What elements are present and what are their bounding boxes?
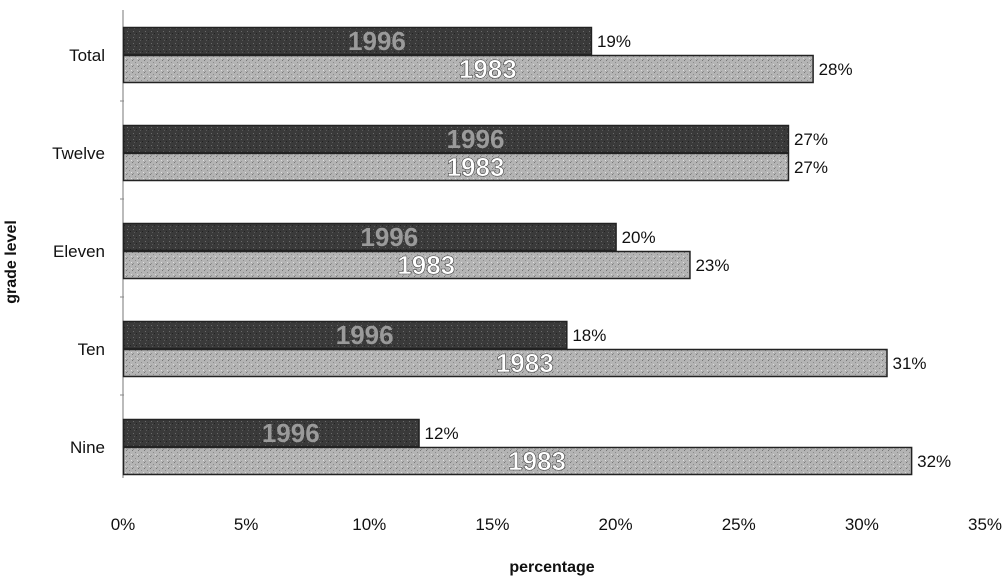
category-label-eleven: Eleven (53, 242, 105, 261)
bar-series-label: 1983 (397, 250, 455, 280)
x-axis-title: percentage (509, 559, 594, 576)
data-label: 20% (622, 228, 656, 247)
data-label: 18% (572, 326, 606, 345)
data-label: 28% (819, 60, 853, 79)
category-label-nine: Nine (70, 438, 105, 457)
bar-series-label: 1983 (508, 446, 566, 476)
bar-1983-ten (122, 348, 888, 378)
bar-1996-nine (122, 418, 420, 448)
category-label-total: Total (69, 46, 105, 65)
x-tick-label: 25% (722, 515, 756, 534)
x-tick-label: 10% (352, 515, 386, 534)
bar-series-label: 1996 (447, 124, 505, 154)
data-label: 32% (917, 452, 951, 471)
x-tick-label: 35% (968, 515, 1002, 534)
bars: 1996 19% 1983 28% 1996 27% 1983 27% 1996 20% 1983 2… (122, 26, 951, 476)
x-tick-label: 20% (599, 515, 633, 534)
x-tick-label: 15% (475, 515, 509, 534)
bar-1996-twelve (122, 124, 790, 154)
bar-series-label: 1996 (262, 418, 320, 448)
data-label: 23% (695, 256, 729, 275)
bar-series-label: 1983 (459, 54, 517, 84)
data-label: 12% (425, 424, 459, 443)
x-tick-label: 5% (234, 515, 259, 534)
bar-series-label: 1983 (447, 152, 505, 182)
bar-series-label: 1996 (348, 26, 406, 56)
x-tick-label: 30% (845, 515, 879, 534)
bar-series-label: 1983 (496, 348, 554, 378)
y-axis-title: grade level (3, 220, 20, 304)
bar-series-label: 1996 (360, 222, 418, 252)
bar-1983-twelve (122, 152, 790, 182)
bar-1996-eleven (122, 222, 617, 252)
category-labels: Total Twelve Eleven Ten Nine (52, 46, 105, 457)
y-axis-tick-marks (120, 100, 124, 396)
data-label: 31% (892, 354, 926, 373)
bar-series-label: 1996 (336, 320, 394, 350)
data-label: 27% (794, 158, 828, 177)
bar-1996-ten (122, 320, 568, 350)
bar-1983-total (122, 54, 814, 84)
data-label: 27% (794, 130, 828, 149)
bar-1983-nine (122, 446, 913, 476)
category-label-ten: Ten (78, 340, 105, 359)
category-label-twelve: Twelve (52, 144, 105, 163)
bar-1983-eleven (122, 250, 691, 280)
x-axis-tick-labels: 0% 5% 10% 15% 20% 25% 30% 35% (111, 515, 1002, 534)
data-label: 19% (597, 32, 631, 51)
x-tick-label: 0% (111, 515, 136, 534)
bar-1996-total (122, 26, 593, 56)
